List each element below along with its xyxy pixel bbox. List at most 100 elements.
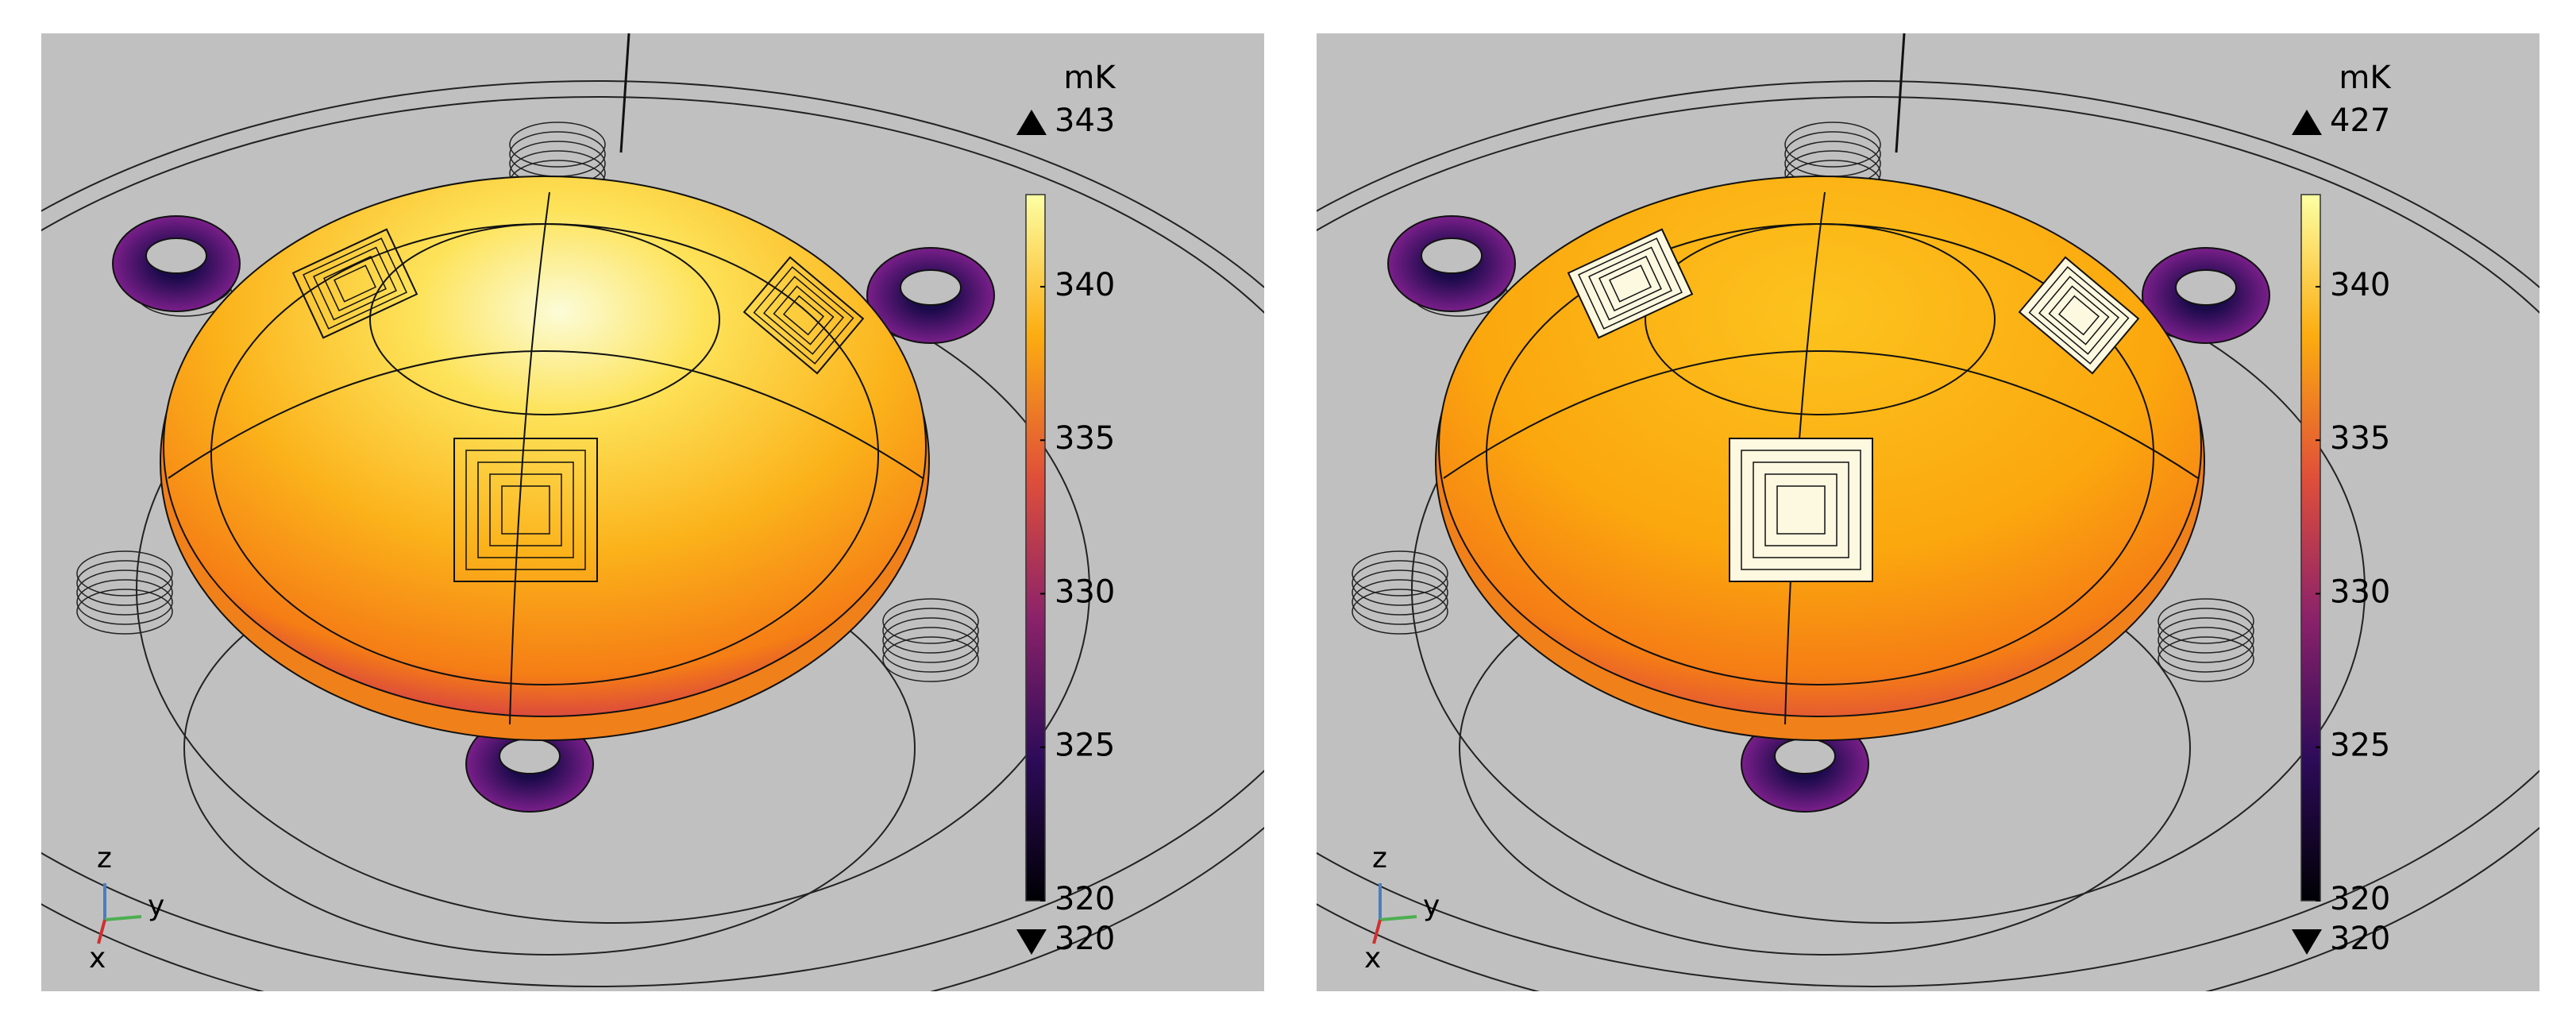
dome-meridian — [509, 191, 550, 725]
screw-wireframe — [882, 627, 979, 673]
colorbar-tick-label: 330 — [1055, 573, 1115, 610]
screw-wireframe — [1352, 569, 1448, 616]
heater-track — [2057, 295, 2100, 336]
screw-wireframe — [882, 636, 979, 682]
axis-label: x — [89, 942, 106, 975]
colorbar-tick-label: 340 — [1055, 267, 1115, 303]
colorbar-tick-label: 325 — [2330, 728, 2390, 764]
heater-track — [477, 461, 574, 558]
mount-hole — [2175, 269, 2237, 306]
heater-track — [763, 276, 844, 355]
wireframe — [619, 33, 631, 153]
heater-track — [1609, 264, 1652, 303]
heater-outline — [291, 228, 418, 339]
heater — [742, 256, 865, 375]
screw-wireframe — [2158, 636, 2254, 682]
min-marker — [2292, 929, 2322, 955]
heater-track — [303, 237, 407, 330]
heater-track — [2048, 285, 2110, 346]
screw-wireframe — [1784, 122, 1881, 168]
screw-wireframe — [1352, 579, 1448, 625]
heater — [453, 438, 598, 582]
screw-wireframe — [76, 560, 173, 606]
screw-wireframe — [76, 550, 173, 597]
mount-hole — [900, 269, 962, 306]
screw-wireframe — [76, 589, 173, 635]
heater-track — [1588, 246, 1672, 321]
min-label: 320 — [1055, 921, 1115, 957]
colorbar — [2300, 194, 2321, 902]
wireframe — [1317, 80, 2539, 991]
wireframe — [41, 80, 1264, 991]
max-marker — [2292, 110, 2322, 135]
min-marker — [1016, 929, 1047, 955]
heater-track — [1578, 237, 1683, 330]
max-label: 427 — [2330, 102, 2390, 139]
heater-track — [1753, 461, 1849, 558]
heater-track — [489, 473, 562, 546]
heater — [2018, 256, 2140, 375]
heater-track — [1741, 450, 1861, 570]
mount-hole — [145, 237, 207, 274]
heater — [1567, 228, 1694, 339]
screw-wireframe — [1352, 560, 1448, 606]
heater-track — [2038, 276, 2119, 355]
heater-outline — [1567, 228, 1694, 339]
heater-track — [313, 246, 397, 321]
heater-track — [782, 295, 825, 336]
colorbar-tick-label: 340 — [2330, 267, 2390, 303]
colorbar-tick-label: 320 — [2330, 881, 2390, 917]
heater-track — [1776, 485, 1826, 535]
axis-label: z — [97, 842, 112, 874]
mount-hole — [1774, 738, 1836, 774]
heater-outline — [2018, 256, 2140, 375]
min-label: 320 — [2330, 921, 2390, 957]
colorbar — [1025, 194, 1046, 902]
axis-label: z — [1372, 842, 1387, 874]
plot-panel: 320 325 330 335 340 mK 343 320 z y x — [41, 33, 1264, 991]
heater-track — [334, 264, 376, 303]
heater-outline — [1729, 438, 1873, 582]
heater-outline — [453, 438, 598, 582]
screw-wireframe — [882, 617, 979, 663]
screw-wireframe — [2158, 617, 2254, 663]
axis-label: x — [1364, 942, 1381, 975]
axis-y — [1379, 915, 1417, 921]
colorbar-tick-label: 335 — [1055, 420, 1115, 457]
axis-y — [104, 915, 142, 921]
screw-wireframe — [2158, 598, 2254, 644]
screw-wireframe — [76, 579, 173, 625]
wireframe — [41, 96, 1264, 987]
heater-track — [465, 450, 586, 570]
unit-label: mK — [2339, 60, 2392, 96]
heater-outline — [742, 256, 865, 375]
heater-track — [323, 255, 387, 312]
mount-hole — [1421, 237, 1483, 274]
colorbar-tick-label: 320 — [1055, 881, 1115, 917]
heater-track — [753, 266, 854, 365]
screw-wireframe — [509, 122, 606, 168]
axis-label: y — [1423, 890, 1440, 922]
heater-track — [2028, 266, 2130, 365]
heater-track — [1598, 255, 1662, 312]
max-marker — [1016, 110, 1047, 135]
screw-wireframe — [882, 598, 979, 644]
axis-x — [1372, 919, 1382, 944]
screw-wireframe — [882, 608, 979, 654]
heater-track — [1764, 473, 1838, 546]
screw-wireframe — [2158, 608, 2254, 654]
max-label: 343 — [1055, 102, 1115, 139]
screw-wireframe — [1352, 550, 1448, 597]
dome — [163, 176, 927, 717]
colorbar-tick-label: 325 — [1055, 728, 1115, 764]
heater-track — [773, 285, 835, 346]
heater-track — [501, 485, 550, 535]
heater — [291, 228, 418, 339]
dome-meridian — [1443, 350, 2199, 479]
dome-meridian — [168, 350, 924, 479]
wireframe — [1317, 96, 2539, 987]
colorbar-tick-label: 330 — [2330, 573, 2390, 610]
plot-panel: 320 325 330 335 340 mK 427 320 z y x — [1317, 33, 2539, 991]
colorbar-tick-label: 335 — [2330, 420, 2390, 457]
screw-wireframe — [2158, 627, 2254, 673]
